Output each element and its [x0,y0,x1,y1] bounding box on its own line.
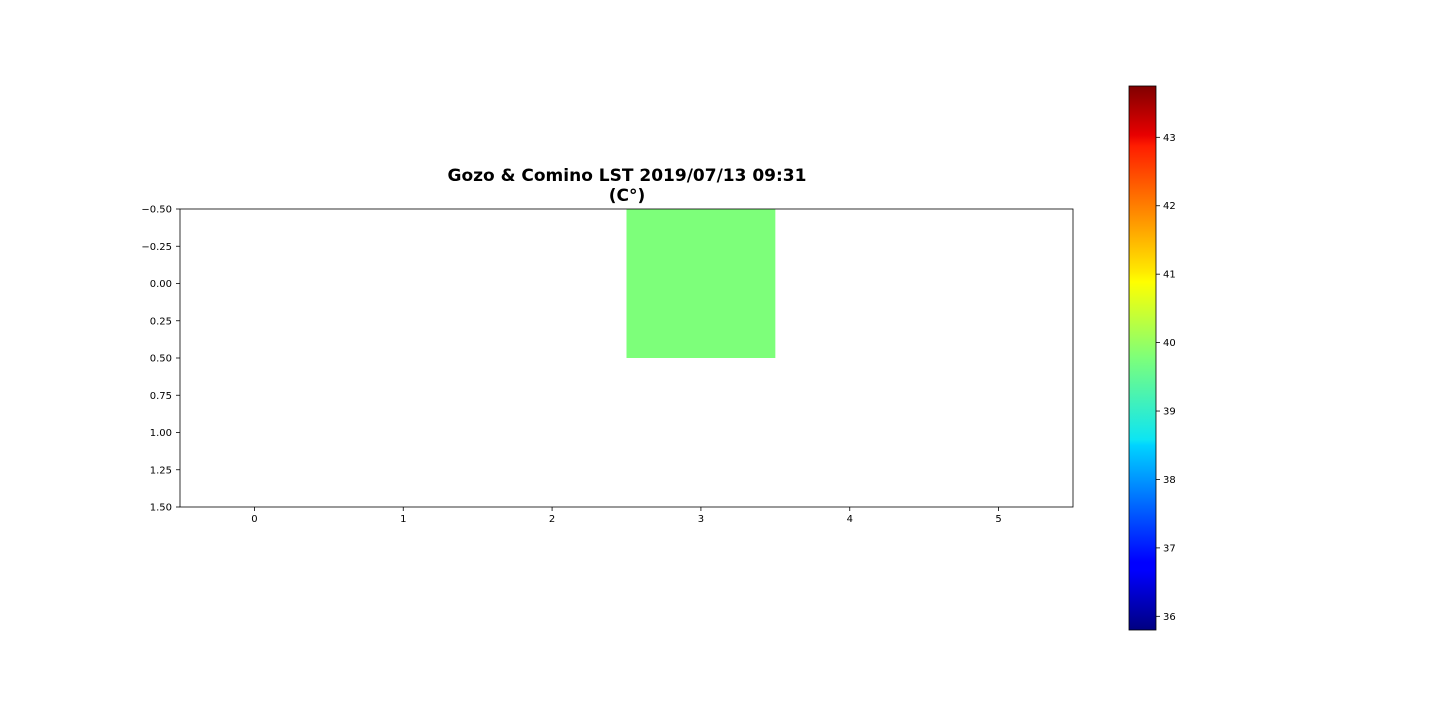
colorbar-gradient [1129,86,1156,630]
y-tick-label: 0.00 [150,279,172,290]
x-tick-label: 3 [698,514,704,525]
colorbar-tick-label: 41 [1163,270,1176,281]
chart-title-line1: Gozo & Comino LST 2019/07/13 09:31 [447,166,807,186]
colorbar-tick-label: 42 [1163,201,1176,212]
x-tick-label: 4 [847,514,853,525]
colorbar-tick-label: 36 [1163,612,1176,623]
colorbar-tick-label: 40 [1163,338,1176,349]
y-tick-label: −0.25 [141,242,172,253]
x-tick-label: 2 [549,514,555,525]
colorbar-frame [1128,85,1157,631]
x-tick-label: 5 [995,514,1001,525]
x-tick-label: 0 [251,514,257,525]
colorbar-tick-label: 43 [1163,133,1176,144]
y-tick-label: 1.25 [150,465,172,476]
y-tick-label: 0.75 [150,391,172,402]
heatmap-cell [626,209,776,358]
colorbar: 36 37 38 39 40 41 42 43 [1128,85,1176,631]
plot-area: 0 1 2 3 4 5 −0.50 −0.25 0.00 0.25 0.50 0.75 1.00 1.25… [141,205,1074,525]
colorbar-tick-label: 39 [1163,407,1176,418]
y-tick-label: 1.50 [150,503,172,514]
colorbar-tick-label: 38 [1163,475,1176,486]
y-tick-label: 0.50 [150,354,172,365]
chart-title-line2: (C°) [608,186,646,206]
y-tick-label: 0.25 [150,316,172,327]
y-tick-label: −0.50 [141,205,172,216]
y-tick-label: 1.00 [150,428,172,439]
chart-title: Gozo & Comino LST 2019/07/13 09:31 (C°) [427,166,827,206]
colorbar-tick-label: 37 [1163,543,1176,554]
x-tick-label: 1 [400,514,406,525]
